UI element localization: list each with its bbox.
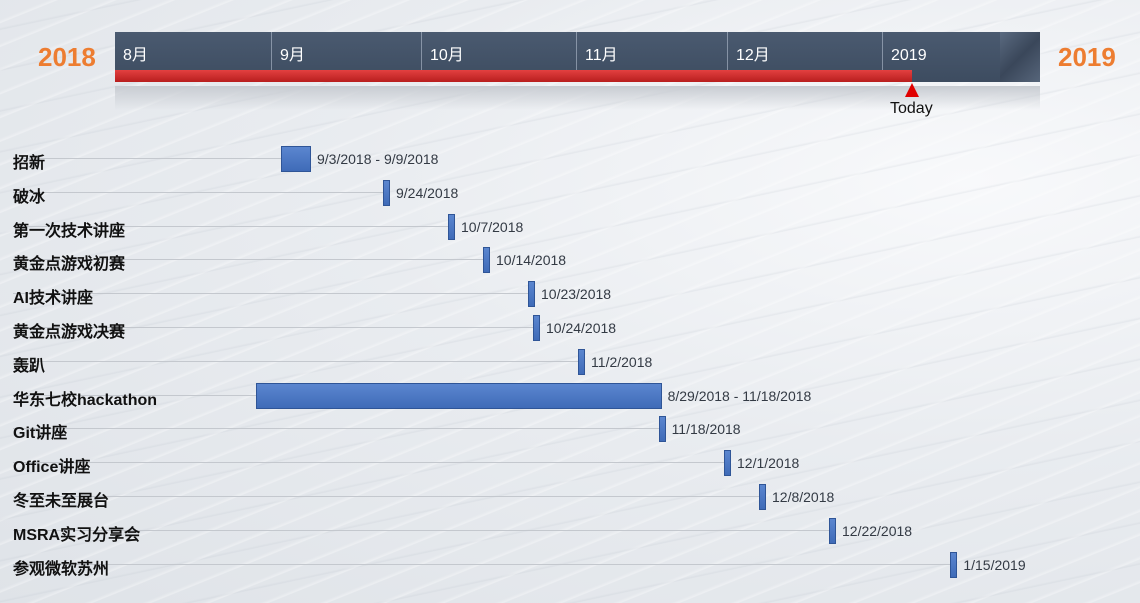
task-bar [281,146,311,172]
task-date-label: 12/8/2018 [772,489,835,505]
task-label: 招新 [13,155,46,172]
task-bar [759,484,766,510]
task-guide-line [13,259,483,261]
task-date-label: 8/29/2018 - 11/18/2018 [667,387,812,404]
task-label: AI技术讲座 [13,290,94,308]
task-bar [483,247,490,274]
month-label: 2019 [882,32,927,72]
task-date-label: 10/14/2018 [496,252,567,269]
today-label: Today [890,100,933,117]
timescale-end-cap [1000,32,1040,82]
task-label: 参观微软苏州 [13,560,110,578]
task-date-label: 1/15/2019 [963,556,1026,573]
task-guide-line [13,327,533,328]
task-label: 第一次技术讲座 [13,222,126,240]
task-date-label: 9/24/2018 [396,184,459,201]
today-progress-bar [115,70,912,82]
task-bar [829,517,836,544]
task-date-label: 12/22/2018 [842,522,913,539]
task-label: 冬至未至展台 [13,493,110,510]
month-label: 8月 [123,47,148,64]
task-label: MSRA实习分享会 [13,526,141,544]
task-date-label: 10/7/2018 [461,218,524,235]
task-label: Git讲座 [13,425,68,443]
task-guide-line [13,394,256,396]
task-bar [724,450,731,477]
task-guide-line [13,293,528,295]
task-date-label: 11/2/2018 [591,353,653,370]
timescale-shadow [115,86,1040,110]
task-bar [528,281,535,308]
task-label: 轰趴 [13,357,46,375]
task-bar [950,551,958,578]
task-guide-line [13,191,383,193]
task-label: 破冰 [13,188,46,206]
task-guide-line [13,496,759,497]
month-label: 9月 [271,32,305,72]
month-label: 11月 [576,32,618,72]
task-bar [533,315,540,341]
month-label: 10月 [421,32,464,72]
task-guide-line [13,158,281,159]
task-guide-line [13,462,724,464]
task-bar [658,416,666,443]
task-bar [578,348,586,375]
today-marker-icon [905,83,919,97]
task-date-label: 9/3/2018 - 9/9/2018 [317,151,439,167]
task-guide-line [13,563,951,565]
task-bar [448,213,455,240]
task-date-label: 12/1/2018 [737,455,800,472]
task-date-label: 11/18/2018 [671,421,741,438]
task-guide-line [13,529,829,531]
task-guide-line [13,360,579,362]
task-label: Office讲座 [13,459,91,477]
task-label: 黄金点游戏决赛 [13,324,126,341]
task-date-label: 10/23/2018 [541,286,612,303]
task-date-label: 10/24/2018 [546,320,617,336]
start-year-label: 2018 [38,42,96,72]
task-label: 黄金点游戏初赛 [13,256,126,274]
task-guide-line [13,225,448,227]
task-bar [255,382,662,409]
end-year-label: 2019 [1058,42,1116,72]
task-guide-line [13,428,659,430]
task-label: 华东七校hackathon [13,391,158,409]
month-label: 12月 [727,32,770,72]
task-bar [383,179,390,206]
